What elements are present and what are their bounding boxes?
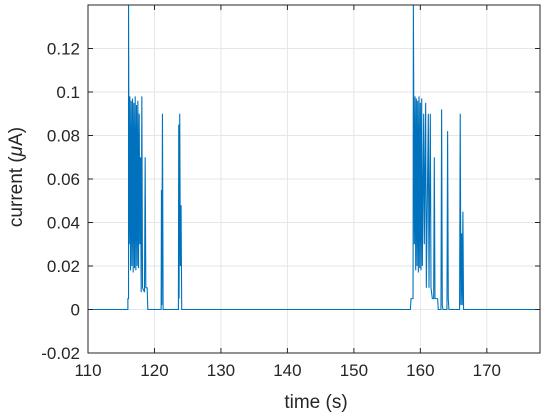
y-axis-title-symbol: μ [6, 145, 27, 157]
y-axis-ticks: -0.02 0 0.02 0.04 0.06 0.08 0.1 0.12 [41, 40, 540, 363]
x-tick-label: 110 [74, 361, 101, 380]
y-tick-label: -0.02 [41, 344, 80, 363]
y-axis-title-prefix: current ( [6, 156, 27, 227]
x-axis-title: time (s) [284, 392, 347, 413]
x-axis-ticks: 110 120 130 140 150 160 170 [74, 5, 501, 380]
series-path [88, 4, 540, 311]
y-tick-label: 0.02 [47, 257, 80, 276]
y-tick-label: 0.04 [47, 214, 80, 233]
x-tick-label: 160 [406, 361, 434, 380]
y-tick-label: 0.06 [47, 170, 80, 189]
grid [87, 5, 540, 354]
y-tick-label: 0.1 [56, 83, 80, 102]
y-axis-title-suffix: A) [6, 127, 27, 146]
series-line [88, 4, 540, 311]
y-tick-label: 0.08 [47, 127, 80, 146]
x-tick-label: 140 [273, 361, 301, 380]
y-axis-title: current (μA) [6, 127, 27, 227]
x-tick-label: 150 [340, 361, 368, 380]
x-tick-label: 130 [207, 361, 235, 380]
x-tick-label: 120 [140, 361, 168, 380]
x-tick-label: 170 [473, 361, 501, 380]
y-tick-label: 0.12 [47, 40, 80, 59]
y-tick-label: 0 [71, 301, 80, 320]
